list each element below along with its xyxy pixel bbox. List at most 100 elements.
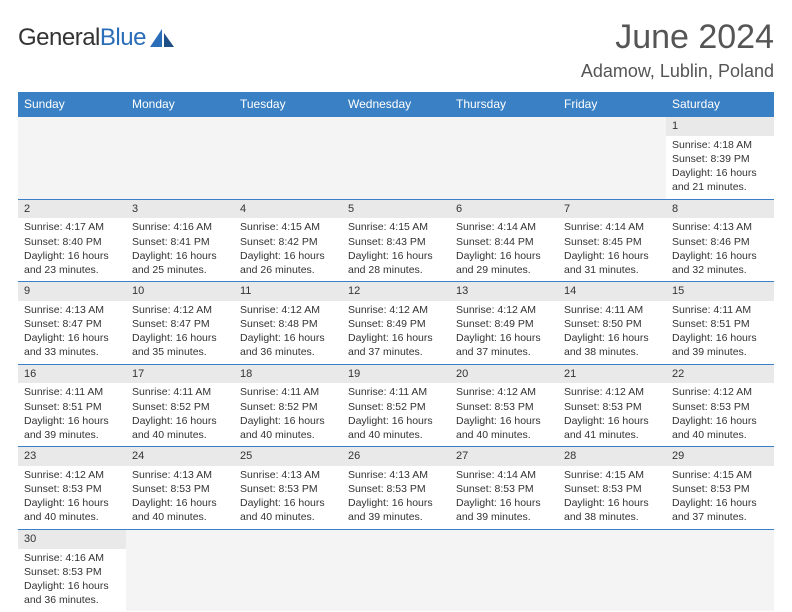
calendar-cell: 4Sunrise: 4:15 AMSunset: 8:42 PMDaylight… <box>234 199 342 282</box>
day-number <box>18 117 126 136</box>
daylight-text: Daylight: 16 hours and 33 minutes. <box>24 331 120 359</box>
day-details: Sunrise: 4:11 AMSunset: 8:52 PMDaylight:… <box>126 383 234 446</box>
daylight-text: Daylight: 16 hours and 40 minutes. <box>240 414 336 442</box>
day-number: 21 <box>558 365 666 384</box>
day-number <box>450 530 558 549</box>
sunset-text: Sunset: 8:53 PM <box>456 400 552 414</box>
day-details: Sunrise: 4:12 AMSunset: 8:49 PMDaylight:… <box>342 301 450 364</box>
sunset-text: Sunset: 8:50 PM <box>564 317 660 331</box>
daylight-text: Daylight: 16 hours and 32 minutes. <box>672 249 768 277</box>
day-number: 12 <box>342 282 450 301</box>
day-header: Saturday <box>666 92 774 117</box>
day-number: 5 <box>342 200 450 219</box>
day-details: Sunrise: 4:16 AMSunset: 8:41 PMDaylight:… <box>126 218 234 281</box>
sunrise-text: Sunrise: 4:15 AM <box>564 468 660 482</box>
logo-text-main: General <box>18 24 100 52</box>
sunrise-text: Sunrise: 4:11 AM <box>348 385 444 399</box>
sunrise-text: Sunrise: 4:12 AM <box>564 385 660 399</box>
day-number: 4 <box>234 200 342 219</box>
calendar-week-row: 16Sunrise: 4:11 AMSunset: 8:51 PMDayligh… <box>18 364 774 447</box>
page-title: June 2024 <box>581 18 774 57</box>
daylight-text: Daylight: 16 hours and 38 minutes. <box>564 331 660 359</box>
sunset-text: Sunset: 8:53 PM <box>240 482 336 496</box>
calendar-cell: 16Sunrise: 4:11 AMSunset: 8:51 PMDayligh… <box>18 364 126 447</box>
day-number: 9 <box>18 282 126 301</box>
day-details: Sunrise: 4:14 AMSunset: 8:45 PMDaylight:… <box>558 218 666 281</box>
sunset-text: Sunset: 8:42 PM <box>240 235 336 249</box>
sunrise-text: Sunrise: 4:12 AM <box>456 385 552 399</box>
daylight-text: Daylight: 16 hours and 36 minutes. <box>240 331 336 359</box>
daylight-text: Daylight: 16 hours and 25 minutes. <box>132 249 228 277</box>
sunset-text: Sunset: 8:53 PM <box>24 565 120 579</box>
day-header: Sunday <box>18 92 126 117</box>
daylight-text: Daylight: 16 hours and 23 minutes. <box>24 249 120 277</box>
day-number <box>558 530 666 549</box>
day-details: Sunrise: 4:12 AMSunset: 8:53 PMDaylight:… <box>666 383 774 446</box>
sunset-text: Sunset: 8:43 PM <box>348 235 444 249</box>
day-header: Monday <box>126 92 234 117</box>
calendar-cell: 5Sunrise: 4:15 AMSunset: 8:43 PMDaylight… <box>342 199 450 282</box>
daylight-text: Daylight: 16 hours and 38 minutes. <box>564 496 660 524</box>
title-block: June 2024 Adamow, Lublin, Poland <box>581 18 774 82</box>
day-details: Sunrise: 4:12 AMSunset: 8:53 PMDaylight:… <box>18 466 126 529</box>
calendar-cell: 1Sunrise: 4:18 AMSunset: 8:39 PMDaylight… <box>666 117 774 200</box>
day-number: 17 <box>126 365 234 384</box>
calendar-body: 1Sunrise: 4:18 AMSunset: 8:39 PMDaylight… <box>18 117 774 612</box>
day-number: 20 <box>450 365 558 384</box>
calendar-cell: 23Sunrise: 4:12 AMSunset: 8:53 PMDayligh… <box>18 447 126 530</box>
sunrise-text: Sunrise: 4:15 AM <box>240 220 336 234</box>
sunrise-text: Sunrise: 4:17 AM <box>24 220 120 234</box>
day-number: 18 <box>234 365 342 384</box>
sunset-text: Sunset: 8:47 PM <box>132 317 228 331</box>
calendar-cell: 24Sunrise: 4:13 AMSunset: 8:53 PMDayligh… <box>126 447 234 530</box>
sunrise-text: Sunrise: 4:13 AM <box>24 303 120 317</box>
day-number: 16 <box>18 365 126 384</box>
logo-text-sub: Blue <box>100 24 146 52</box>
calendar-cell <box>558 529 666 611</box>
daylight-text: Daylight: 16 hours and 39 minutes. <box>456 496 552 524</box>
day-details: Sunrise: 4:11 AMSunset: 8:52 PMDaylight:… <box>342 383 450 446</box>
sunset-text: Sunset: 8:39 PM <box>672 152 768 166</box>
day-details: Sunrise: 4:11 AMSunset: 8:51 PMDaylight:… <box>666 301 774 364</box>
sunset-text: Sunset: 8:53 PM <box>132 482 228 496</box>
page-header: GeneralBlue June 2024 Adamow, Lublin, Po… <box>18 18 774 82</box>
sunrise-text: Sunrise: 4:11 AM <box>240 385 336 399</box>
location-text: Adamow, Lublin, Poland <box>581 61 774 82</box>
sunrise-text: Sunrise: 4:12 AM <box>672 385 768 399</box>
calendar-cell <box>450 117 558 200</box>
sunset-text: Sunset: 8:41 PM <box>132 235 228 249</box>
calendar-cell: 6Sunrise: 4:14 AMSunset: 8:44 PMDaylight… <box>450 199 558 282</box>
sunset-text: Sunset: 8:53 PM <box>456 482 552 496</box>
calendar-cell: 22Sunrise: 4:12 AMSunset: 8:53 PMDayligh… <box>666 364 774 447</box>
calendar-cell: 18Sunrise: 4:11 AMSunset: 8:52 PMDayligh… <box>234 364 342 447</box>
day-number <box>234 530 342 549</box>
day-details: Sunrise: 4:15 AMSunset: 8:42 PMDaylight:… <box>234 218 342 281</box>
day-number <box>234 117 342 136</box>
daylight-text: Daylight: 16 hours and 40 minutes. <box>132 414 228 442</box>
sunset-text: Sunset: 8:49 PM <box>456 317 552 331</box>
day-details: Sunrise: 4:11 AMSunset: 8:51 PMDaylight:… <box>18 383 126 446</box>
day-number: 24 <box>126 447 234 466</box>
sunrise-text: Sunrise: 4:13 AM <box>132 468 228 482</box>
day-number: 28 <box>558 447 666 466</box>
sunset-text: Sunset: 8:51 PM <box>672 317 768 331</box>
daylight-text: Daylight: 16 hours and 31 minutes. <box>564 249 660 277</box>
day-header: Friday <box>558 92 666 117</box>
daylight-text: Daylight: 16 hours and 40 minutes. <box>348 414 444 442</box>
day-details: Sunrise: 4:15 AMSunset: 8:53 PMDaylight:… <box>558 466 666 529</box>
day-number: 13 <box>450 282 558 301</box>
daylight-text: Daylight: 16 hours and 29 minutes. <box>456 249 552 277</box>
daylight-text: Daylight: 16 hours and 37 minutes. <box>456 331 552 359</box>
sunrise-text: Sunrise: 4:13 AM <box>348 468 444 482</box>
sunset-text: Sunset: 8:46 PM <box>672 235 768 249</box>
sunrise-text: Sunrise: 4:11 AM <box>564 303 660 317</box>
day-number: 6 <box>450 200 558 219</box>
day-number: 27 <box>450 447 558 466</box>
day-number <box>450 117 558 136</box>
sail-icon <box>148 27 176 49</box>
day-details: Sunrise: 4:12 AMSunset: 8:47 PMDaylight:… <box>126 301 234 364</box>
calendar-cell: 7Sunrise: 4:14 AMSunset: 8:45 PMDaylight… <box>558 199 666 282</box>
daylight-text: Daylight: 16 hours and 35 minutes. <box>132 331 228 359</box>
sunset-text: Sunset: 8:53 PM <box>672 400 768 414</box>
day-number: 14 <box>558 282 666 301</box>
